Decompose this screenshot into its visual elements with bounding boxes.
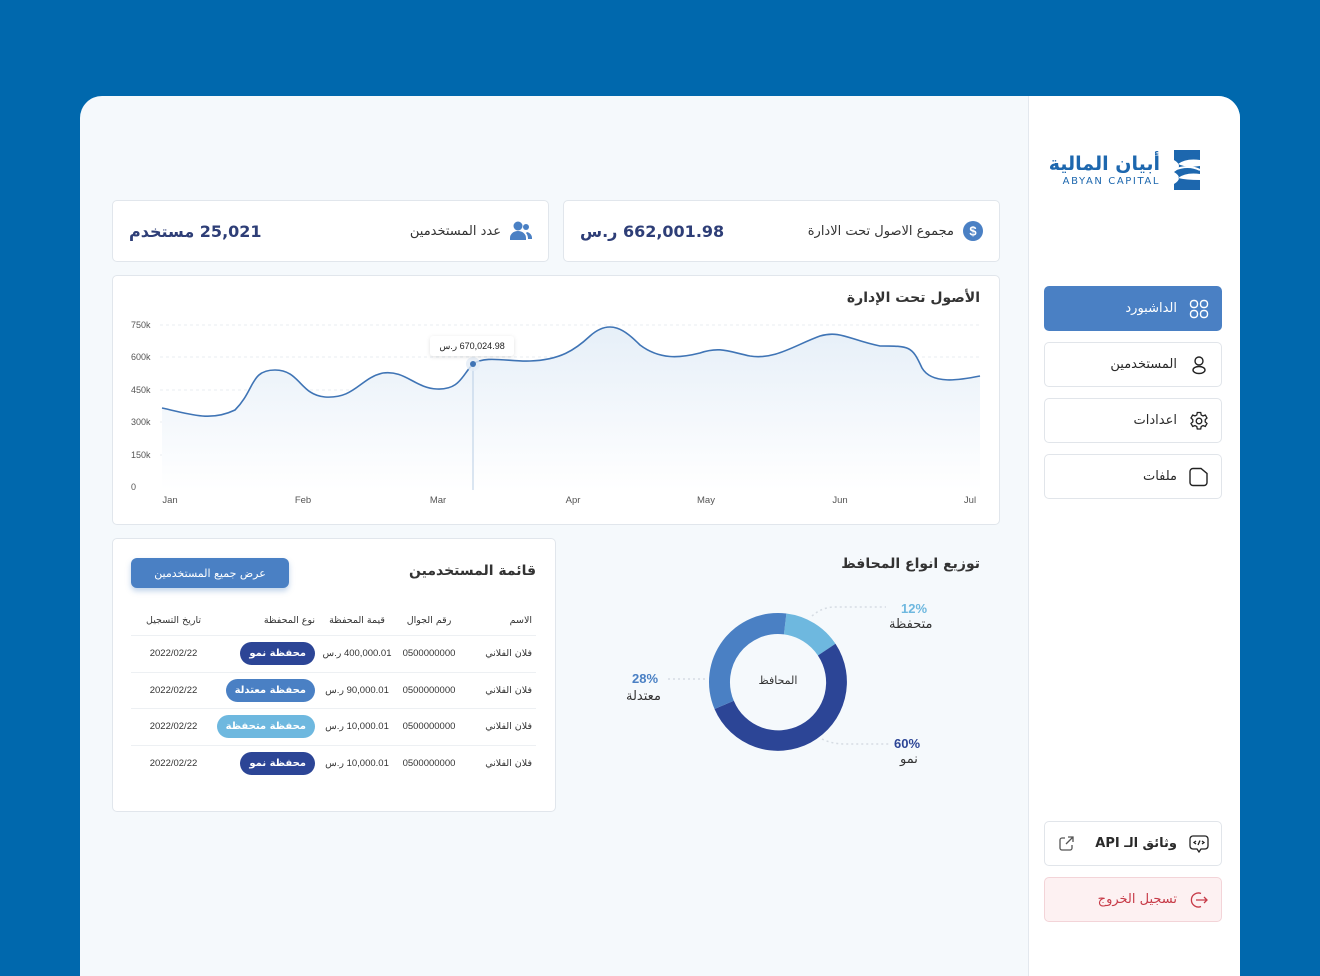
cell-name: فلان الفلاني [485, 648, 532, 660]
kpi-value: 25,021 مستخدم [129, 221, 262, 241]
portfolio-type-badge: محفظة معتدلة [225, 678, 315, 702]
x-tick: May [697, 495, 715, 506]
col-header-value: قيمة المحفظة [329, 614, 385, 626]
y-tick: 600k [131, 352, 151, 362]
cell-value: 90,000.01 ر.س [325, 684, 389, 696]
slice-pct-conservative: 12% [901, 601, 928, 616]
slice-pct-growth: 60% [894, 736, 921, 751]
kpi-label: مجموع الاصول تحت الادارة [807, 223, 954, 239]
sidebar-item-label: ملفات [1142, 469, 1177, 484]
x-tick: Feb [294, 495, 312, 506]
slice-label-moderate: معتدلة [626, 689, 661, 704]
folder-icon [1189, 467, 1208, 486]
sidebar-item-label: المستخدمين [1110, 357, 1177, 372]
user-icon [1192, 355, 1206, 374]
cell-date: 2022/02/22 [149, 648, 198, 660]
grid-icon [1189, 299, 1209, 318]
x-tick: Apr [565, 495, 581, 506]
brand-name-ar: أبيان المالية [1048, 152, 1160, 175]
chart-highlight-point [470, 361, 476, 367]
kpi-card-users: عدد المستخدمين 25,021 مستخدم [112, 200, 549, 262]
y-tick: 750k [131, 320, 151, 330]
cell-name: فلان الفلاني [485, 758, 532, 770]
portfolio-donut [708, 612, 847, 751]
logout-icon [1190, 891, 1208, 908]
brand-mark-icon [1173, 150, 1201, 190]
cell-value: 400,000.01 ر.س [322, 648, 392, 660]
svg-text:$: $ [969, 224, 977, 239]
donut-center-label: المحافظ [758, 674, 798, 687]
portfolio-type-badge: محفظة متحفظة [216, 715, 315, 739]
portfolio-type-badge: محفظة نمو [240, 642, 315, 666]
chart-area-fill [162, 326, 980, 490]
sidebar-item-settings[interactable]: اعدادات [1044, 398, 1222, 443]
kpi-label: عدد المستخدمين [409, 223, 501, 239]
api-docs-link[interactable]: وثائق الـ API [1044, 821, 1222, 866]
view-all-users-button[interactable]: عرض جميع المستخدمين [131, 558, 289, 588]
slice-label-conservative: متحفظة [889, 617, 933, 632]
sidebar-item-users[interactable]: المستخدمين [1044, 342, 1222, 387]
external-link-icon [1059, 836, 1074, 851]
table-row[interactable]: فلان الفلاني 0500000000 10,000.01 ر.س مح… [131, 746, 536, 783]
cell-value: 10,000.01 ر.س [325, 721, 389, 733]
kpi-value: 662,001.98 ر.س [580, 221, 725, 241]
brand-name-en: ABYAN CAPITAL [1062, 175, 1160, 187]
cell-name: فلان الفلاني [485, 721, 532, 733]
chart-line [161, 326, 981, 417]
cell-phone: 0500000000 [402, 648, 456, 660]
col-header-name: الاسم [509, 614, 532, 626]
x-tick: Mar [429, 495, 447, 506]
cell-name: فلان الفلاني [485, 684, 532, 696]
sidebar-item-label: الداشبورد [1125, 301, 1177, 316]
users-table: الاسم رقم الجوال قيمة المحفظة نوع المحفظ… [131, 605, 536, 782]
gear-icon [1190, 411, 1208, 430]
kpi-card-aum: $ مجموع الاصول تحت الادارة 662,001.98 ر.… [563, 200, 1000, 262]
col-header-phone: رقم الجوال [406, 614, 452, 626]
sidebar: أبيان المالية ABYAN CAPITAL الداشبورد ال… [1028, 96, 1240, 976]
chart-title: الأصول تحت الإدارة [846, 290, 980, 306]
y-tick: 0 [131, 482, 137, 492]
sidebar-item-dashboard[interactable]: الداشبورد [1044, 286, 1222, 331]
cell-value: 10,000.01 ر.س [325, 758, 389, 770]
brand-logo[interactable]: أبيان المالية ABYAN CAPITAL [1049, 148, 1202, 192]
sidebar-item-files[interactable]: ملفات [1044, 454, 1222, 499]
cell-phone: 0500000000 [402, 684, 456, 696]
portfolio-type-badge: محفظة نمو [240, 752, 315, 776]
cell-date: 2022/02/22 [149, 721, 198, 733]
donut-title: توزيع انواع المحافظ [841, 556, 980, 572]
cell-phone: 0500000000 [402, 758, 456, 770]
logout-label: تسجيل الخروج [1097, 892, 1177, 907]
x-tick: Jul [963, 495, 977, 506]
x-tick: Jun [832, 495, 848, 506]
api-docs-label: وثائق الـ API [1095, 836, 1177, 851]
slice-label-growth: نمو [900, 752, 918, 767]
cell-date: 2022/02/22 [149, 684, 198, 696]
table-header-row: الاسم رقم الجوال قيمة المحفظة نوع المحفظ… [131, 605, 536, 636]
chart-tooltip: 670,024.98 ر.س [430, 336, 514, 356]
table-row[interactable]: فلان الفلاني 0500000000 10,000.01 ر.س مح… [131, 709, 536, 746]
logout-button[interactable]: تسجيل الخروج [1044, 877, 1222, 922]
col-header-date: تاريخ التسجيل [146, 614, 201, 626]
sidebar-item-label: اعدادات [1133, 413, 1177, 428]
slice-pct-moderate: 28% [632, 671, 659, 686]
users-icon [510, 221, 532, 240]
users-list-title: قائمة المستخدمين [409, 563, 536, 579]
x-tick: Jan [162, 495, 178, 506]
col-header-type: نوع المحفظة [263, 614, 315, 626]
y-tick: 450k [131, 385, 151, 395]
y-tick: 150k [131, 450, 151, 460]
code-chat-icon [1189, 834, 1209, 853]
cell-date: 2022/02/22 [149, 758, 198, 770]
table-row[interactable]: فلان الفلاني 0500000000 400,000.01 ر.س م… [131, 636, 536, 673]
cell-phone: 0500000000 [402, 721, 456, 733]
dollar-icon: $ [963, 221, 983, 241]
y-tick: 300k [131, 417, 151, 427]
table-row[interactable]: فلان الفلاني 0500000000 90,000.01 ر.س مح… [131, 673, 536, 709]
